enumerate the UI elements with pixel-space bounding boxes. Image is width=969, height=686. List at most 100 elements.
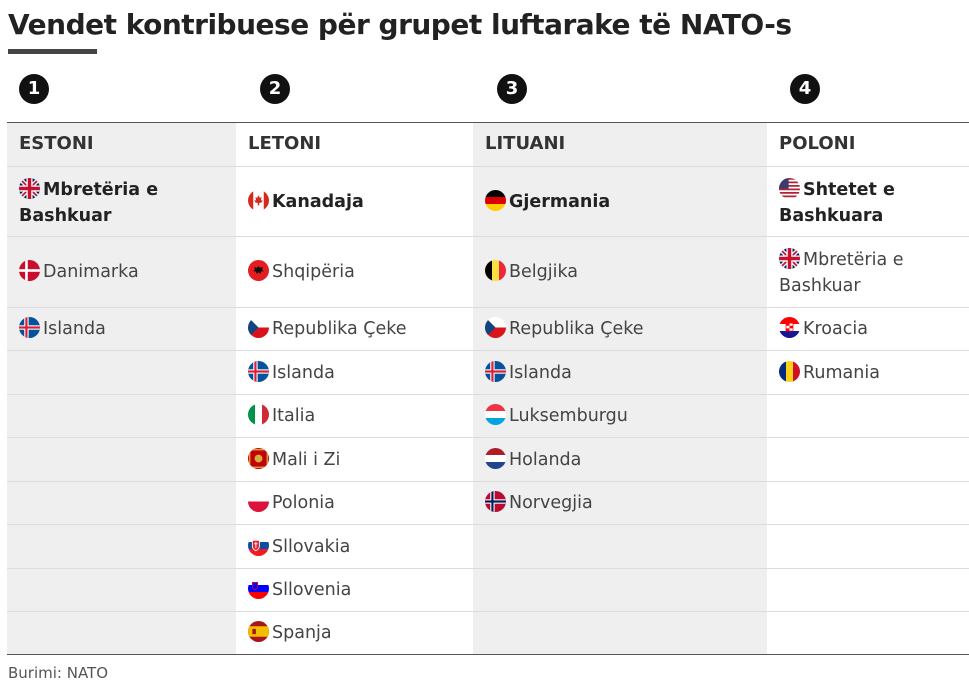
contributing-nation: Islanda [248, 360, 467, 386]
table-cell: Republika Çeke [236, 308, 473, 351]
flag-de-icon [485, 189, 506, 211]
flag-me-icon [248, 447, 269, 469]
table-cell: Mbretëria e Bashkuar [7, 167, 236, 237]
flag-lu-icon [485, 404, 506, 425]
table-cell: Spanja [236, 612, 473, 654]
nation-name-holanda: Holanda [509, 449, 582, 470]
flag-it-icon [248, 404, 269, 425]
nation-name-islanda: Islanda [509, 362, 572, 383]
table-cell: Belgjika [473, 237, 767, 308]
table-cell: Republika Çeke [473, 308, 767, 351]
table-cell: Norvegjia [473, 482, 767, 525]
flag-dk-icon [19, 260, 40, 281]
flag-cz-icon [485, 317, 506, 338]
nation-name-rumania: Rumania [803, 362, 880, 383]
contributing-nation: Islanda [485, 360, 761, 386]
lead-nation: Kanadaja [248, 189, 467, 215]
nation-name-spanja: Spanja [272, 623, 332, 643]
flag-nl-icon [485, 447, 506, 469]
table-cell [7, 438, 236, 482]
column-header: ESTONI [7, 123, 236, 167]
column-header-label: ESTONI [19, 133, 94, 154]
nation-name-mali-i-zi: Mali i Zi [272, 449, 341, 470]
flag-be-icon [485, 260, 506, 281]
flag-is-icon [19, 317, 40, 338]
contributing-nation: Mbretëria e Bashkuar [779, 247, 963, 299]
table-cell: Islanda [473, 351, 767, 395]
nation-name-luksemburgu: Luksemburgu [509, 406, 628, 426]
table-cell: Gjermania [473, 167, 767, 237]
flag-pl-icon [248, 491, 269, 512]
title-underline [8, 49, 97, 54]
nation-name-republika-ceke: Republika Çeke [272, 319, 407, 339]
chart-title: Vendet kontribuese për grupet luftarake … [8, 8, 792, 41]
contributors-table: ESTONI Mbretëria e Bashkuar Danimarka Islan… [7, 122, 969, 655]
column-header-label: POLONI [779, 133, 856, 154]
flag-cz-icon [248, 317, 269, 338]
column-lituani: LITUANI Gjermania Belgjika Republika Çeke Is… [473, 123, 767, 654]
flag-is-icon [248, 360, 269, 382]
nation-name-republika-ceke: Republika Çeke [509, 319, 644, 339]
contributing-nation: Italia [248, 403, 467, 429]
table-cell: Shtetet e Bashkuara [767, 167, 969, 237]
table-cell: Sllovenia [236, 569, 473, 612]
nation-name-mbreteria-e-bashkuar: Mbretëria e Bashkuar [19, 180, 159, 226]
flag-us-icon [779, 178, 800, 199]
table-cell: Danimarka [7, 237, 236, 308]
table-cell: Polonia [236, 482, 473, 525]
table-cell [7, 612, 236, 654]
contributing-nation: Danimarka [19, 259, 230, 285]
contributing-nation: Spanja [248, 620, 467, 646]
nation-name-sllovakia: Sllovakia [272, 536, 351, 557]
table-cell: Italia [236, 395, 473, 438]
table-cell [473, 569, 767, 612]
lead-nation: Mbretëria e Bashkuar [19, 177, 230, 229]
nation-name-shtetet-e-bashkuara: Shtetet e Bashkuara [779, 180, 895, 226]
table-cell: Islanda [7, 308, 236, 351]
nation-name-kanadaja: Kanadaja [272, 191, 364, 212]
table-cell [7, 482, 236, 525]
group-number-2: 2 [260, 74, 290, 104]
flag-al-icon [248, 260, 269, 281]
nation-name-shqiperia: Shqipëria [272, 262, 355, 282]
flag-sk-icon [248, 534, 269, 556]
column-header: POLONI [767, 123, 969, 167]
nation-name-sllovenia: Sllovenia [272, 580, 352, 600]
column-header-label: LITUANI [485, 133, 566, 154]
table-cell [767, 482, 969, 525]
nation-name-polonia: Polonia [272, 493, 335, 513]
column-estoni: ESTONI Mbretëria e Bashkuar Danimarka Islan… [7, 123, 236, 654]
contributing-nation: Belgjika [485, 259, 761, 285]
column-letoni: LETONI Kanadaja Shqipëria Republika Çeke Isl… [236, 123, 473, 654]
table-cell: Mali i Zi [236, 438, 473, 482]
nation-name-islanda: Islanda [272, 362, 335, 383]
nation-name-norvegjia: Norvegjia [509, 493, 593, 513]
table-cell [473, 612, 767, 654]
nation-name-kroacia: Kroacia [803, 319, 868, 339]
contributing-nation: Republika Çeke [248, 316, 467, 342]
nation-name-belgjika: Belgjika [509, 262, 579, 282]
column-header: LETONI [236, 123, 473, 167]
contributing-nation: Sllovakia [248, 534, 467, 560]
contributing-nation: Republika Çeke [485, 316, 761, 342]
contributing-nation: Rumania [779, 360, 963, 386]
flag-es-icon [248, 621, 269, 642]
flag-ca-icon [248, 189, 269, 211]
table-cell [767, 612, 969, 654]
contributing-nation: Islanda [19, 316, 230, 342]
table-cell [7, 525, 236, 569]
group-number-4: 4 [790, 74, 820, 104]
flag-hr-icon [779, 317, 800, 338]
contributing-nation: Holanda [485, 447, 761, 473]
lead-nation: Gjermania [485, 189, 761, 215]
nation-name-italia: Italia [272, 406, 316, 426]
group-number-3: 3 [497, 74, 527, 104]
table-cell: Luksemburgu [473, 395, 767, 438]
table-cell: Islanda [236, 351, 473, 395]
nation-name-islanda: Islanda [43, 319, 106, 339]
contributing-nation: Sllovenia [248, 577, 467, 603]
flag-ro-icon [779, 360, 800, 382]
nation-name-danimarka: Danimarka [43, 262, 139, 282]
column-poloni: POLONI Shtetet e Bashkuara Mbretëria e Bas… [767, 123, 969, 654]
table-cell [767, 569, 969, 612]
